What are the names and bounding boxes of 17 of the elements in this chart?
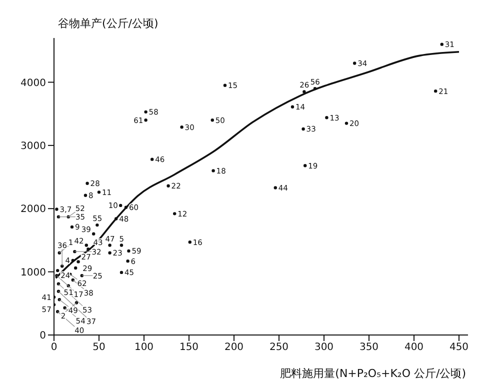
y-axis-title: 谷物单产(公斤/公顷) bbox=[58, 16, 158, 31]
x-axis-title: 肥料施用量(N+P₂O₅+K₂O 公斤/公顷) bbox=[280, 367, 466, 380]
x-tick-label: 450 bbox=[449, 342, 469, 354]
x-tick-label: 100 bbox=[134, 342, 154, 354]
y-tick-label: 0 bbox=[40, 330, 46, 342]
x-tick-label: 350 bbox=[359, 342, 379, 354]
x-tick-label: 400 bbox=[404, 342, 424, 354]
y-tick-label: 4000 bbox=[20, 78, 46, 89]
y-tick-label: 2000 bbox=[20, 204, 46, 216]
x-tick-label: 50 bbox=[92, 342, 106, 354]
y-tick-label: 3000 bbox=[20, 140, 46, 152]
y-tick-label: 1000 bbox=[20, 267, 46, 278]
x-tick-label: 150 bbox=[179, 342, 199, 354]
x-tick-label: 200 bbox=[224, 342, 244, 354]
x-tick-label: 250 bbox=[269, 342, 289, 354]
x-tick-label: 0 bbox=[50, 342, 58, 354]
x-tick-label: 300 bbox=[314, 342, 334, 354]
